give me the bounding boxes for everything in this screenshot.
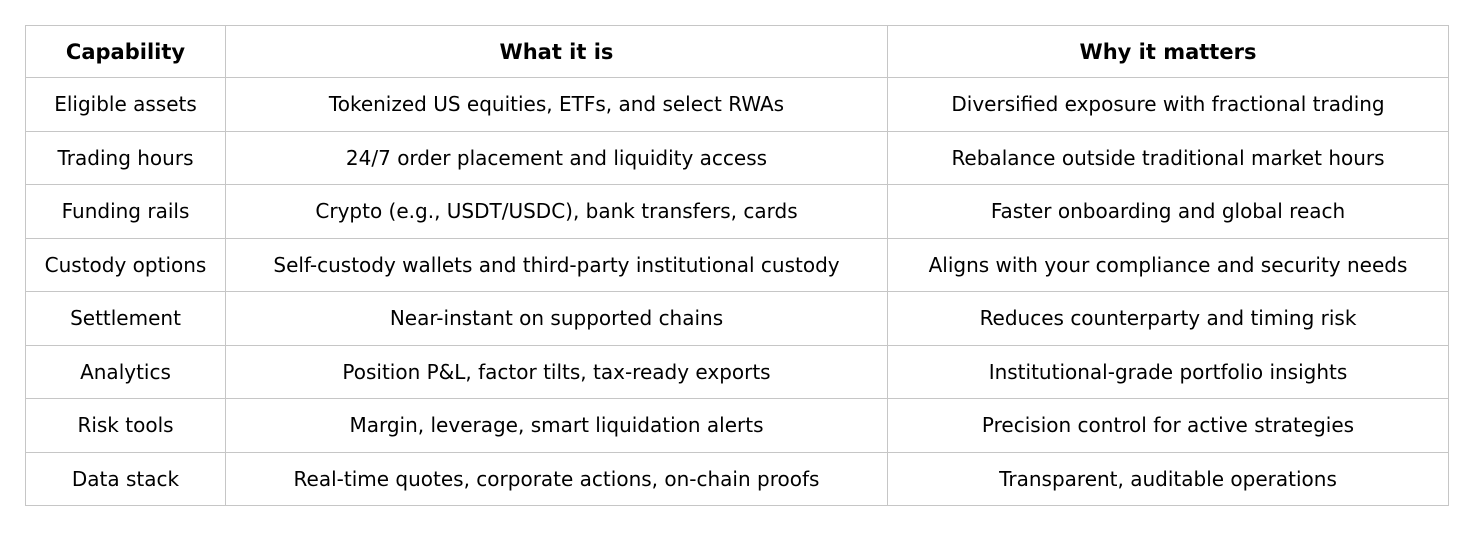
table-cell: Aligns with your compliance and security… (887, 237, 1449, 292)
table-row: Data stack Real-time quotes, corporate ac… (25, 451, 1449, 506)
table-cell: Reduces counterparty and timing risk (887, 291, 1449, 346)
table-body: Eligible assets Tokenized US equities, ET… (25, 77, 1449, 506)
header-cell-what-it-is: What it is (225, 25, 888, 78)
table-cell: Crypto (e.g., USDT/USDC), bank transfers… (225, 184, 888, 239)
table-cell: Margin, leverage, smart liquidation aler… (225, 398, 888, 453)
table-row: Eligible assets Tokenized US equities, ET… (25, 77, 1449, 132)
table-row: Settlement Near-instant on supported chai… (25, 291, 1449, 346)
table-header: Capability What it is Why it matters (25, 25, 1449, 78)
table-cell: Eligible assets (25, 77, 226, 132)
table-cell: 24/7 order placement and liquidity acces… (225, 130, 888, 185)
table-cell: Funding rails (25, 184, 226, 239)
table-cell: Position P&L, factor tilts, tax-ready ex… (225, 344, 888, 399)
table-row: Analytics Position P&L, factor tilts, tax… (25, 344, 1449, 399)
table-cell: Diversified exposure with fractional tra… (887, 77, 1449, 132)
table-cell: Precision control for active strategies (887, 398, 1449, 453)
table-row: Risk tools Margin, leverage, smart liquid… (25, 398, 1449, 453)
table-cell: Rebalance outside traditional market hou… (887, 130, 1449, 185)
table-header-row: Capability What it is Why it matters (25, 25, 1449, 78)
table-cell: Custody options (25, 237, 226, 292)
table-cell: Risk tools (25, 398, 226, 453)
table-cell: Self-custody wallets and third-party ins… (225, 237, 888, 292)
table-row: Funding rails Crypto (e.g., USDT/USDC), b… (25, 184, 1449, 239)
table-cell: Analytics (25, 344, 226, 399)
header-cell-why-it-matters: Why it matters (887, 25, 1449, 78)
table-cell: Transparent, auditable operations (887, 451, 1449, 506)
table-cell: Settlement (25, 291, 226, 346)
table-cell: Data stack (25, 451, 226, 506)
table-cell: Real-time quotes, corporate actions, on-… (225, 451, 888, 506)
capability-table-container: Capability What it is Why it matters Eli… (25, 25, 1449, 506)
table-cell: Trading hours (25, 130, 226, 185)
table-cell: Tokenized US equities, ETFs, and select … (225, 77, 888, 132)
table-row: Trading hours 24/7 order placement and li… (25, 130, 1449, 185)
table-row: Custody options Self-custody wallets and … (25, 237, 1449, 292)
table-cell: Institutional-grade portfolio insights (887, 344, 1449, 399)
capability-table: Capability What it is Why it matters Eli… (25, 25, 1449, 506)
table-cell: Faster onboarding and global reach (887, 184, 1449, 239)
table-cell: Near-instant on supported chains (225, 291, 888, 346)
header-cell-capability: Capability (25, 25, 226, 78)
